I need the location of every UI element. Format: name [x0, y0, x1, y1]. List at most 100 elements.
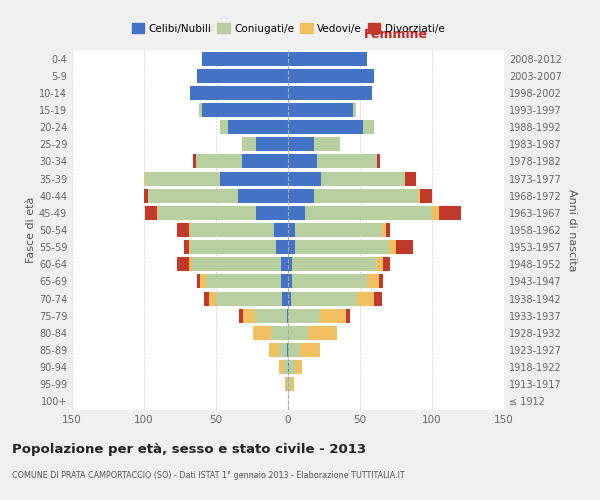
Bar — [205, 292, 209, 306]
Bar — [288, 326, 308, 340]
Bar — [320, 308, 346, 322]
Bar — [242, 154, 288, 168]
Bar — [202, 103, 288, 117]
Bar — [432, 206, 439, 220]
Bar — [177, 223, 188, 237]
Bar — [288, 52, 367, 66]
Bar — [288, 86, 371, 100]
Bar — [367, 274, 379, 288]
Bar — [295, 240, 389, 254]
Bar — [158, 206, 256, 220]
Bar — [191, 258, 281, 272]
Bar — [308, 326, 337, 340]
Bar — [418, 188, 421, 202]
Bar — [253, 326, 271, 340]
Text: COMUNE DI PRATA CAMPORTACCIO (SO) - Dati ISTAT 1° gennaio 2013 - Elaborazione TU: COMUNE DI PRATA CAMPORTACCIO (SO) - Dati… — [12, 471, 404, 480]
Bar — [289, 360, 295, 374]
Bar — [353, 103, 356, 117]
Bar — [274, 223, 288, 237]
Bar — [220, 172, 288, 185]
Bar — [287, 343, 288, 357]
Bar — [196, 154, 242, 168]
Bar — [220, 120, 227, 134]
Bar — [292, 258, 376, 272]
Bar — [288, 120, 363, 134]
Bar — [144, 188, 148, 202]
Bar — [389, 240, 396, 254]
Bar — [291, 292, 357, 306]
Bar — [282, 292, 288, 306]
Bar — [288, 360, 289, 374]
Bar — [439, 206, 461, 220]
Bar — [209, 292, 216, 306]
Bar — [239, 308, 244, 322]
Bar — [284, 360, 288, 374]
Bar — [288, 138, 314, 151]
Bar — [269, 343, 280, 357]
Bar — [383, 258, 390, 272]
Bar — [144, 172, 145, 185]
Bar — [386, 223, 390, 237]
Bar — [382, 223, 386, 237]
Bar — [374, 292, 382, 306]
Bar — [271, 326, 288, 340]
Text: Femmine: Femmine — [364, 28, 428, 41]
Bar — [288, 223, 295, 237]
Bar — [379, 274, 383, 288]
Bar — [287, 378, 288, 392]
Bar — [288, 172, 321, 185]
Bar — [148, 188, 238, 202]
Bar — [404, 172, 416, 185]
Bar — [197, 274, 200, 288]
Bar — [288, 378, 291, 392]
Bar — [242, 138, 256, 151]
Bar — [277, 240, 288, 254]
Bar — [145, 172, 220, 185]
Bar — [295, 223, 382, 237]
Bar — [199, 103, 202, 117]
Bar — [295, 360, 302, 374]
Bar — [288, 68, 374, 82]
Bar — [188, 240, 190, 254]
Bar — [288, 206, 305, 220]
Bar — [305, 206, 432, 220]
Bar — [292, 274, 367, 288]
Bar — [288, 274, 292, 288]
Bar — [184, 240, 188, 254]
Bar — [145, 206, 157, 220]
Bar — [287, 308, 288, 322]
Bar — [193, 154, 196, 168]
Legend: Celibi/Nubili, Coniugati/e, Vedovi/e, Divorziati/e: Celibi/Nubili, Coniugati/e, Vedovi/e, Di… — [127, 19, 449, 38]
Bar — [346, 308, 350, 322]
Bar — [227, 120, 288, 134]
Bar — [363, 120, 374, 134]
Bar — [188, 223, 190, 237]
Bar — [244, 308, 255, 322]
Bar — [280, 360, 284, 374]
Bar — [281, 258, 288, 272]
Bar — [288, 188, 314, 202]
Bar — [280, 343, 287, 357]
Bar — [190, 240, 277, 254]
Bar — [281, 274, 288, 288]
Bar — [256, 206, 288, 220]
Bar — [238, 188, 288, 202]
Bar — [376, 258, 383, 272]
Bar — [299, 343, 320, 357]
Bar — [288, 308, 320, 322]
Bar — [288, 154, 317, 168]
Bar — [377, 154, 380, 168]
Bar — [197, 68, 288, 82]
Bar — [202, 52, 288, 66]
Bar — [314, 188, 418, 202]
Bar — [177, 258, 188, 272]
Bar — [190, 223, 274, 237]
Y-axis label: Anni di nascita: Anni di nascita — [567, 188, 577, 271]
Bar — [288, 240, 295, 254]
Bar — [321, 172, 404, 185]
Bar — [288, 292, 291, 306]
Bar — [216, 292, 282, 306]
Bar — [285, 378, 287, 392]
Bar — [288, 103, 353, 117]
Y-axis label: Fasce di età: Fasce di età — [26, 197, 36, 263]
